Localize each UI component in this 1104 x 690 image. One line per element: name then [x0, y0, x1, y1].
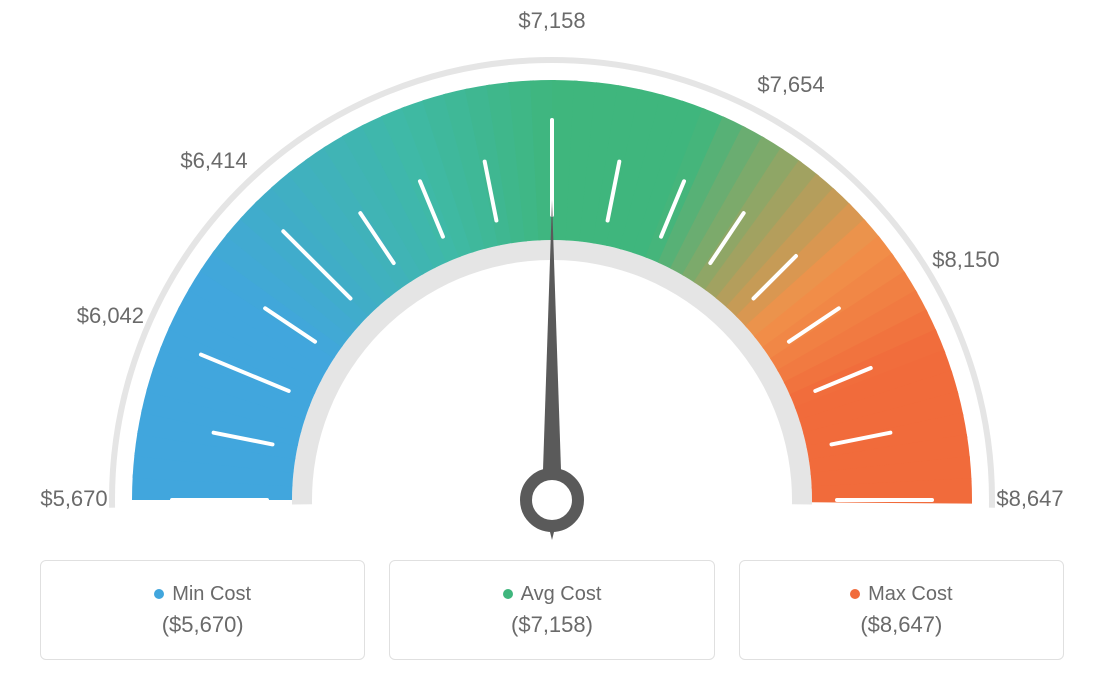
gauge-svg: $5,670 $6,042 $6,414 $7,158 $7,654 $8,150 $8,6… — [0, 0, 1104, 560]
gauge-scale-label: $5,670 — [40, 486, 107, 511]
max-cost-card: Max Cost ($8,647) — [739, 560, 1064, 660]
gauge-scale-label: $7,158 — [518, 8, 585, 33]
avg-cost-value: ($7,158) — [511, 612, 593, 638]
min-dot-icon — [154, 589, 164, 599]
avg-cost-label: Avg Cost — [521, 583, 602, 606]
gauge-scale-label: $8,150 — [932, 247, 999, 272]
gauge: $5,670 $6,042 $6,414 $7,158 $7,654 $8,150 $8,6… — [0, 0, 1104, 560]
gauge-scale-label: $6,414 — [180, 148, 247, 173]
max-cost-value: ($8,647) — [860, 612, 942, 638]
gauge-hub — [526, 474, 578, 526]
gauge-scale-label: $6,042 — [77, 303, 144, 328]
min-cost-header: Min Cost — [154, 583, 251, 606]
min-cost-value: ($5,670) — [162, 612, 244, 638]
max-dot-icon — [850, 589, 860, 599]
max-cost-label: Max Cost — [868, 583, 952, 606]
avg-dot-icon — [503, 589, 513, 599]
min-cost-label: Min Cost — [172, 583, 251, 606]
avg-cost-header: Avg Cost — [503, 583, 602, 606]
gauge-scale-label: $7,654 — [757, 72, 824, 97]
avg-cost-card: Avg Cost ($7,158) — [389, 560, 714, 660]
gauge-scale-label: $8,647 — [996, 486, 1063, 511]
summary-cards: Min Cost ($5,670) Avg Cost ($7,158) Max … — [40, 560, 1064, 660]
min-cost-card: Min Cost ($5,670) — [40, 560, 365, 660]
max-cost-header: Max Cost — [850, 583, 952, 606]
gauge-chart-container: $5,670 $6,042 $6,414 $7,158 $7,654 $8,150 $8,6… — [0, 0, 1104, 690]
